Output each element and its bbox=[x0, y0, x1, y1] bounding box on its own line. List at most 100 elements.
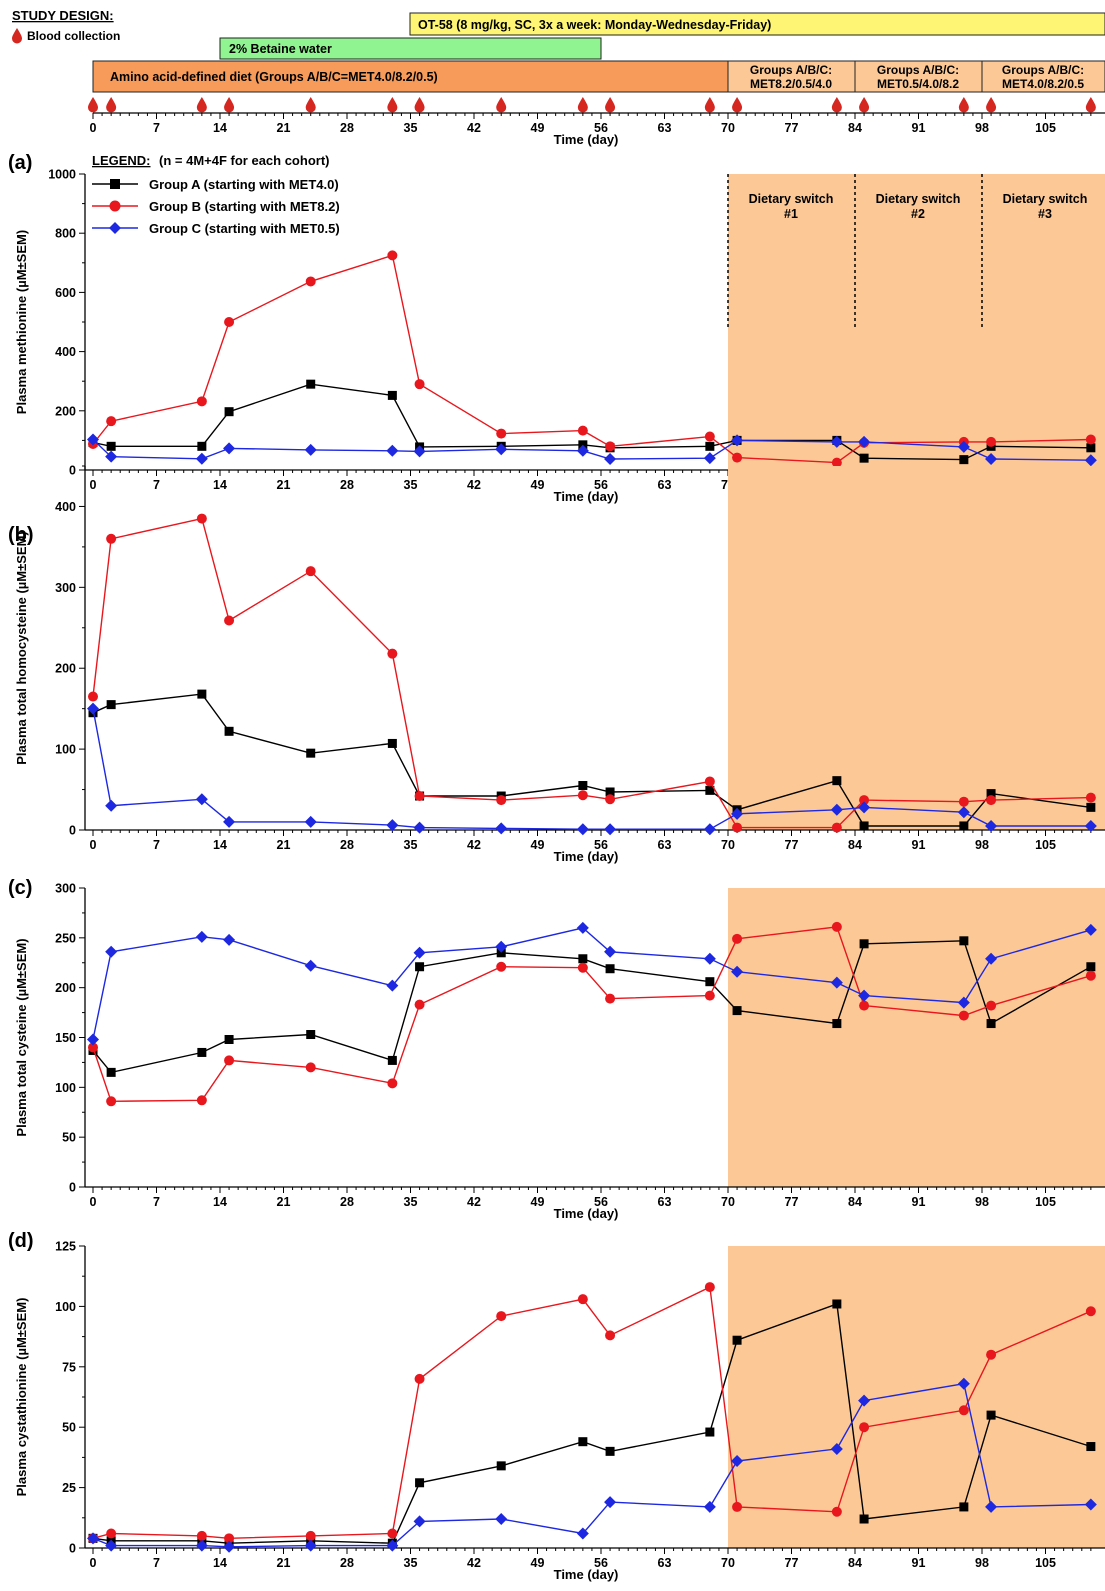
group-c-marker bbox=[985, 952, 998, 965]
switch2-bar bbox=[854, 60, 983, 93]
group-b-marker bbox=[106, 416, 117, 427]
group-b-marker bbox=[831, 822, 842, 833]
design-tick-label: 70 bbox=[721, 121, 735, 135]
design-tick-label: 91 bbox=[912, 121, 926, 135]
y-tick-label: 800 bbox=[55, 227, 76, 241]
group-c-marker bbox=[830, 976, 843, 989]
group-c-marker bbox=[985, 1500, 998, 1513]
group-b-marker bbox=[88, 1042, 98, 1053]
group-c-marker bbox=[386, 819, 399, 832]
x-tick-label: 35 bbox=[404, 838, 418, 852]
x-tick-label: 21 bbox=[277, 1556, 291, 1570]
group-b-marker bbox=[88, 691, 98, 702]
group-c-marker bbox=[1084, 454, 1097, 467]
x-tick-label: 21 bbox=[277, 1195, 291, 1209]
group-b-marker bbox=[577, 425, 588, 436]
y-tick-label: 150 bbox=[55, 1031, 76, 1045]
legend-note: (n = 4M+4F for each cohort) bbox=[159, 153, 329, 168]
group-b-marker bbox=[196, 1095, 207, 1106]
group-c-marker bbox=[304, 443, 317, 456]
design-title: STUDY DESIGN: bbox=[12, 8, 114, 23]
x-tick-label: 105 bbox=[1035, 1556, 1056, 1570]
design-tick-label: 0 bbox=[90, 121, 97, 135]
y-axis-label: Plasma total cysteine (µM±SEM) bbox=[14, 938, 29, 1136]
x-tick-label: 21 bbox=[277, 838, 291, 852]
group-b-marker bbox=[496, 428, 507, 439]
x-tick-label: 7 bbox=[153, 478, 160, 492]
design-tick-label: 49 bbox=[531, 121, 545, 135]
x-tick-label: 70 bbox=[721, 1556, 735, 1570]
group-b-marker bbox=[859, 1000, 870, 1011]
group-a-marker bbox=[832, 1019, 842, 1029]
group-a-marker bbox=[387, 390, 397, 400]
x-axis-label: Time (day) bbox=[554, 1206, 619, 1221]
group-a-marker bbox=[732, 1335, 742, 1345]
group-c-marker bbox=[576, 823, 589, 836]
group-b-marker bbox=[704, 990, 715, 1001]
group-c-marker bbox=[105, 1539, 118, 1552]
group-c-marker bbox=[304, 815, 317, 828]
group-a-marker bbox=[986, 1019, 996, 1029]
group-b-marker bbox=[496, 1311, 507, 1322]
group-a-marker bbox=[578, 1437, 588, 1447]
switch1-line1: Groups A/B/C: bbox=[750, 63, 832, 77]
group-c-marker bbox=[304, 959, 317, 972]
design-tick-label: 63 bbox=[658, 121, 672, 135]
group-a-marker bbox=[986, 789, 996, 799]
group-b-marker bbox=[704, 431, 715, 442]
group-c-marker bbox=[703, 952, 716, 965]
legend-label-a: Group A (starting with MET4.0) bbox=[149, 177, 339, 192]
group-b-marker bbox=[496, 795, 507, 806]
x-tick-label: 7 bbox=[153, 838, 160, 852]
group-a-marker bbox=[415, 1478, 425, 1488]
x-tick-label: 77 bbox=[785, 1556, 799, 1570]
group-b-marker bbox=[958, 796, 969, 807]
group-b-marker bbox=[732, 1501, 743, 1512]
group-b-marker bbox=[577, 1294, 588, 1305]
group-c-marker bbox=[576, 444, 589, 457]
group-b-marker bbox=[958, 1405, 969, 1416]
design-tick-label: 35 bbox=[404, 121, 418, 135]
group-c-marker bbox=[604, 453, 617, 466]
y-tick-label: 0 bbox=[69, 464, 76, 478]
ot58-bar bbox=[409, 12, 1105, 36]
x-tick-label: 7 bbox=[153, 1556, 160, 1570]
group-c-marker bbox=[985, 453, 998, 466]
group-c-marker bbox=[304, 1539, 317, 1552]
group-c-marker bbox=[731, 1455, 744, 1468]
group-c-marker bbox=[703, 452, 716, 465]
y-tick-label: 75 bbox=[62, 1360, 76, 1374]
group-b-marker bbox=[414, 791, 425, 802]
study-design: STUDY DESIGN: Blood collection OT-58 (8 … bbox=[12, 8, 1105, 147]
group-b-marker bbox=[577, 790, 588, 801]
x-axis-label: Time (day) bbox=[554, 849, 619, 864]
legend-marker-b bbox=[109, 200, 121, 212]
panel-c-plot: 0 50 100 150 200 250 300 Plasma total cysteine … bbox=[14, 882, 1105, 1221]
group-a-marker bbox=[732, 1006, 742, 1016]
group-b-marker bbox=[986, 795, 997, 806]
x-tick-label: 42 bbox=[467, 1195, 481, 1209]
group-b-marker bbox=[496, 961, 507, 972]
y-tick-label: 1000 bbox=[48, 168, 76, 182]
group-a-marker bbox=[859, 1514, 869, 1524]
y-tick-label: 50 bbox=[62, 1421, 76, 1435]
group-a-marker bbox=[224, 407, 234, 417]
group-b-marker bbox=[1085, 1306, 1096, 1317]
group-c-marker bbox=[413, 821, 426, 834]
blood-drop-icon bbox=[387, 97, 398, 113]
group-a-marker bbox=[859, 453, 869, 463]
x-tick-label: 77 bbox=[785, 838, 799, 852]
group-c-marker bbox=[830, 435, 843, 448]
group-c-marker bbox=[105, 450, 118, 463]
group-b-marker bbox=[859, 1422, 870, 1433]
panel-c: (c) 0 50 100 150 200 250 300 Plasma total cyste… bbox=[8, 877, 1105, 1221]
blood-drop-icon bbox=[859, 97, 870, 113]
group-c-marker bbox=[604, 823, 617, 836]
group-c-marker bbox=[830, 1442, 843, 1455]
blood-drop-icon bbox=[305, 97, 316, 113]
group-a-marker bbox=[1086, 443, 1096, 453]
group-b-marker bbox=[986, 1000, 997, 1011]
blood-drop-icon bbox=[831, 97, 842, 113]
group-a-marker bbox=[306, 748, 316, 758]
